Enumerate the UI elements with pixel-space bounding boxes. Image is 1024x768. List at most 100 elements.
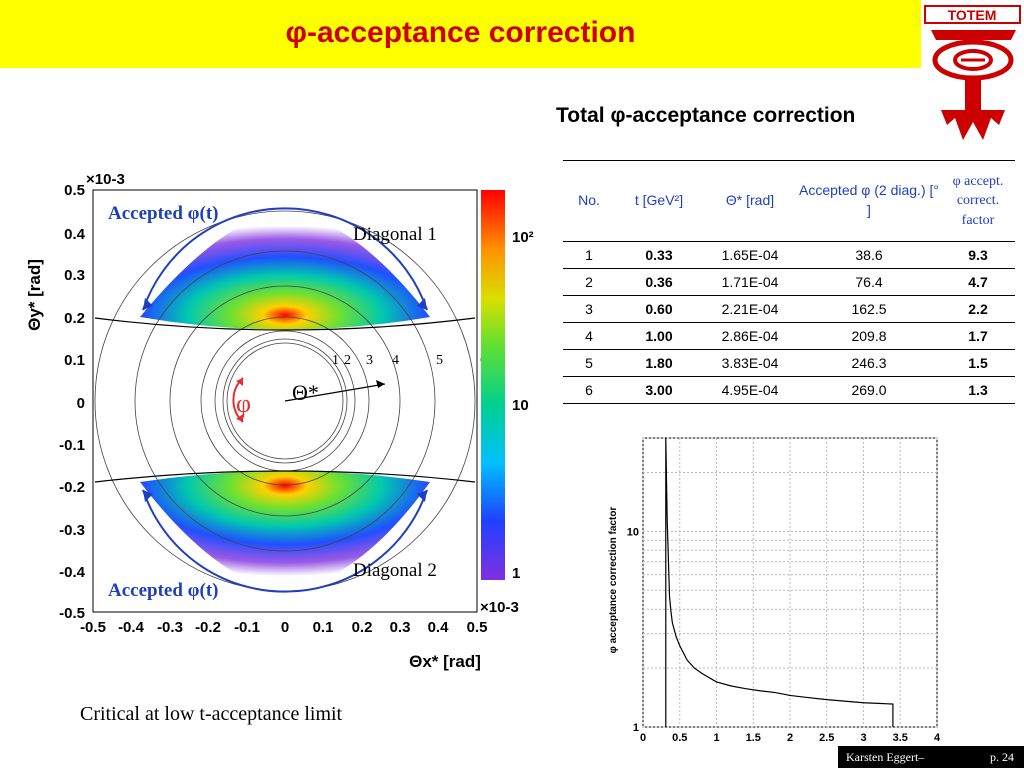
y-tick-label: 0.1 [64, 352, 85, 369]
cell-t: 0.60 [615, 295, 703, 323]
x-axis-label: Θx* [rad] [409, 652, 481, 671]
y-tick-labels: 0.5 0.4 0.3 0.2 0.1 0 -0.1 -0.2 -0.3 -0.… [59, 182, 86, 622]
accepted-arc-top [142, 207, 428, 311]
cell-t: 1.00 [615, 322, 703, 350]
cell-no: 5 [563, 349, 615, 377]
col-t: t [GeV²] [615, 160, 703, 242]
chart-grid [642, 437, 938, 728]
col-theta: Θ* [rad] [703, 160, 797, 242]
x-tick-label: 0 [640, 732, 646, 744]
slide-caption: Critical at low t-acceptance limit [80, 703, 343, 725]
colorbar-label: 1 [512, 565, 520, 582]
cell-theta: 1.65E-04 [703, 241, 797, 269]
theta-arrow [284, 383, 386, 402]
cell-correction-factor: 9.3 [941, 241, 1015, 269]
cell-accepted-phi: 246.3 [797, 349, 941, 377]
ring-label: 4 [392, 353, 399, 368]
color-scale-bar [481, 190, 505, 580]
y-tick-label: 0.4 [64, 226, 86, 243]
y-tick-label: -0.1 [59, 437, 85, 454]
cell-accepted-phi: 209.8 [797, 322, 941, 350]
bottom-hit-cloud [140, 471, 430, 592]
cell-correction-factor: 2.2 [941, 295, 1015, 323]
x-tick-labels: -0.5 -0.4 -0.3 -0.2 -0.1 0 0.1 0.2 0.3 0… [80, 619, 487, 636]
x-tick-label: 0 [281, 619, 289, 636]
diagonal-2-edge [94, 470, 476, 483]
table-row: 3 0.60 2.21E-04 162.5 2.2 [563, 295, 1015, 323]
x-tick-label: 2 [787, 732, 793, 744]
x-tick-label: 1.5 [746, 732, 761, 744]
phi-symbol: φ [236, 389, 251, 418]
x-tick-label: 0.3 [390, 619, 411, 636]
x-scale-label: ×10-3 [480, 599, 519, 616]
y-tick-label: 0.5 [64, 182, 85, 199]
y-tick-label: -0.2 [59, 479, 85, 496]
cell-no: 1 [563, 241, 615, 269]
table-row: 6 3.00 4.95E-04 269.0 1.3 [563, 376, 1015, 404]
cell-no: 2 [563, 268, 615, 296]
colorbar-labels: 10² 10 1 [512, 229, 534, 582]
y-tick-label: -0.5 [59, 605, 85, 622]
x-tick-label: 0.2 [352, 619, 373, 636]
x-tick-label: -0.3 [157, 619, 183, 636]
cell-theta: 2.21E-04 [703, 295, 797, 323]
y-tick-label: 1 [633, 722, 639, 734]
cell-theta: 3.83E-04 [703, 349, 797, 377]
x-tick-label: 0.5 [672, 732, 687, 744]
accepted-bottom-label: Accepted φ(t) [108, 580, 219, 601]
cell-correction-factor: 1.7 [941, 322, 1015, 350]
cell-correction-factor: 4.7 [941, 268, 1015, 296]
y-axis-label: Θy* [rad] [25, 259, 44, 331]
col-correction-factor: φ accept. correct. factor [941, 160, 1015, 242]
y-tick-label: -0.4 [59, 564, 86, 581]
acceptance-table-wrap: No. t [GeV²] Θ* [rad] Accepted φ (2 diag… [563, 160, 1015, 404]
cell-no: 4 [563, 322, 615, 350]
cell-accepted-phi: 38.6 [797, 241, 941, 269]
table-row: 5 1.80 3.83E-04 246.3 1.5 [563, 349, 1015, 377]
colorbar-label: 10 [512, 397, 529, 414]
y-tick-label: -0.3 [59, 522, 85, 539]
theta-star-symbol: Θ* [292, 380, 319, 405]
x-tick-label: 1 [713, 732, 719, 744]
footer-bar: Karsten Eggert– p. 24 [838, 746, 1024, 768]
accepted-arc-bottom [142, 489, 428, 593]
diagonal-1-label: Diagonal 1 [353, 224, 437, 245]
cell-accepted-phi: 162.5 [797, 295, 941, 323]
x-tick-label: 3 [860, 732, 866, 744]
diagonal-1-edge [94, 317, 476, 331]
footer-author: Karsten Eggert– [846, 750, 925, 764]
totem-logo: TOTEM [924, 5, 1021, 140]
acceptance-table: No. t [GeV²] Θ* [rad] Accepted φ (2 diag… [563, 160, 1015, 404]
cell-t: 3.00 [615, 376, 703, 404]
x-tick-label: -0.2 [195, 619, 221, 636]
table-title: Total φ-acceptance correction [556, 104, 856, 127]
x-tick-label: 4 [934, 732, 941, 744]
cell-no: 6 [563, 376, 615, 404]
table-row: 4 1.00 2.86E-04 209.8 1.7 [563, 322, 1015, 350]
title-bar [0, 0, 921, 68]
cell-no: 3 [563, 295, 615, 323]
footer-page-number: p. 24 [990, 750, 1014, 764]
diagonal-2-label: Diagonal 2 [353, 560, 437, 581]
cell-theta: 1.71E-04 [703, 268, 797, 296]
cell-correction-factor: 1.5 [941, 349, 1015, 377]
x-tick-label: 0.1 [313, 619, 334, 636]
ring-label: 2 [344, 353, 351, 368]
y-scale-label: ×10-3 [86, 171, 125, 188]
cell-t: 1.80 [615, 349, 703, 377]
y-tick-label: 0.3 [64, 267, 85, 284]
cell-correction-factor: 1.3 [941, 376, 1015, 404]
chart-y-ticks: 1 10 [627, 526, 639, 734]
table-header-row: No. t [GeV²] Θ* [rad] Accepted φ (2 diag… [563, 160, 1015, 242]
x-tick-label: -0.4 [118, 619, 145, 636]
ring-label: 3 [366, 353, 373, 368]
y-tick-label: 0 [77, 395, 85, 412]
slide-title: φ-acceptance correction [285, 16, 636, 49]
top-hit-cloud [140, 210, 430, 330]
colorbar-label: 10² [512, 229, 534, 246]
cell-t: 0.36 [615, 268, 703, 296]
col-no: No. [563, 160, 615, 242]
ring-label: 1 [332, 353, 339, 368]
x-tick-label: -0.5 [80, 619, 106, 636]
x-tick-label: 0.5 [467, 619, 488, 636]
